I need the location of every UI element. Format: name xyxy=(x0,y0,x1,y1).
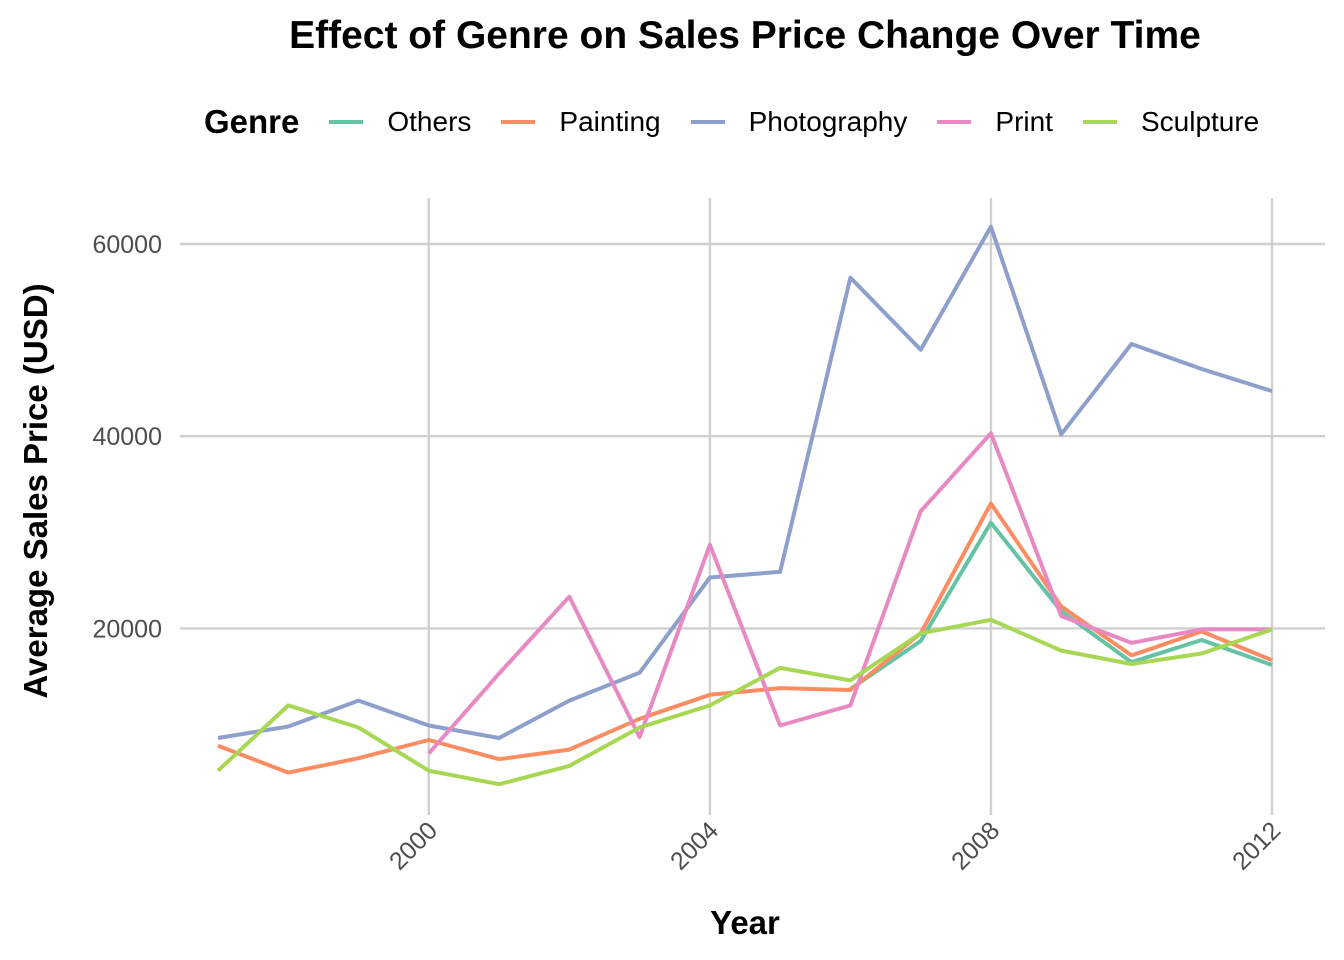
legend-label: Painting xyxy=(559,106,661,137)
legend-item-photography: Photography xyxy=(690,106,908,138)
legend-item-sculpture: Sculpture xyxy=(1082,106,1260,138)
x-tick-labels: 2000 2004 2008 2012 xyxy=(384,816,1286,875)
legend-item-painting: Painting xyxy=(501,106,661,138)
legend-swatch xyxy=(329,120,364,124)
legend-label: Print xyxy=(995,106,1053,137)
legend-items: Others Painting Photography Print Sculpture xyxy=(329,106,1289,138)
grid-lines xyxy=(180,198,1325,815)
series-lines xyxy=(216,224,1273,787)
y-tick-label: 60000 xyxy=(92,231,162,259)
legend-label: Sculpture xyxy=(1140,106,1260,137)
y-axis-label: Average Sales Price (USD) xyxy=(17,283,54,698)
legend-swatch xyxy=(501,120,536,124)
x-tick-label: 2000 xyxy=(384,816,443,875)
legend-swatch xyxy=(937,120,972,124)
series-line-print xyxy=(427,431,1272,755)
legend-label: Others xyxy=(387,106,472,137)
x-tick-label: 2004 xyxy=(665,816,724,875)
x-tick-label: 2008 xyxy=(946,816,1005,875)
series-line-sculpture xyxy=(216,617,1273,787)
legend-swatch xyxy=(690,120,725,124)
y-tick-label: 20000 xyxy=(92,615,162,643)
legend-item-others: Others xyxy=(329,106,471,138)
legend-item-print: Print xyxy=(937,106,1053,138)
series-line-photography xyxy=(217,224,1273,740)
legend-title: Genre xyxy=(204,103,300,140)
legend-swatch xyxy=(1082,120,1117,124)
legend: Genre Others Painting Photography Print Scul… xyxy=(204,98,1289,146)
x-axis-label: Year xyxy=(710,904,780,941)
legend-label: Photography xyxy=(748,106,908,137)
y-tick-label: 40000 xyxy=(92,423,162,451)
chart-title: Effect of Genre on Sales Price Change Ov… xyxy=(289,14,1201,57)
y-tick-labels: 20000 40000 60000 xyxy=(92,231,162,643)
x-tick-label: 2012 xyxy=(1227,816,1286,875)
